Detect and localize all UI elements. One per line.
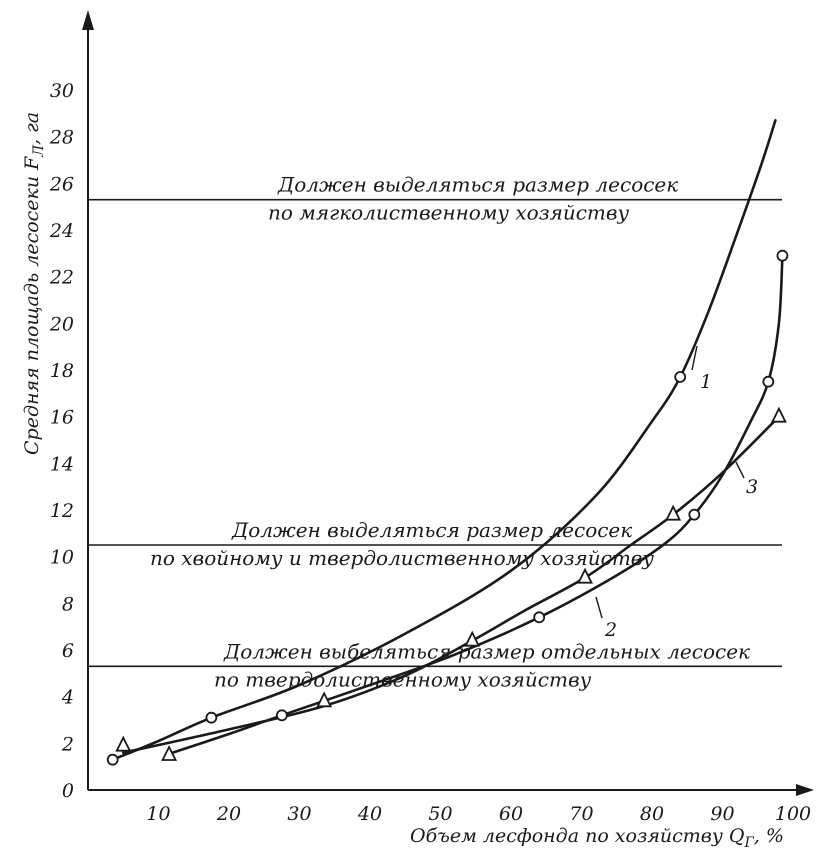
reference-label-line1: Должен выделяться размер лесосек [277, 173, 678, 197]
y-tick-label: 24 [49, 220, 74, 242]
x-tick-label: 90 [710, 803, 734, 825]
series-curve-2 [164, 254, 784, 757]
data-point-triangle [316, 691, 333, 708]
y-tick-label: 30 [50, 80, 74, 102]
reference-label-line2: по мягколиственному хозяйству [268, 201, 630, 225]
series-labels: 1 2 3 [595, 345, 758, 641]
y-tick-label: 12 [50, 500, 74, 522]
data-point-circle [776, 249, 789, 262]
data-point-circle [106, 753, 119, 766]
x-tick-label: 80 [640, 803, 664, 825]
data-point-circle [533, 611, 546, 624]
series-curve-3 [121, 415, 781, 754]
x-tick-label: 30 [287, 803, 311, 825]
x-tick-label: 70 [569, 803, 593, 825]
series-label: 2 [604, 619, 617, 641]
y-axis-title: Средняя площадь лесосеки FЛ, га [21, 112, 47, 455]
series-label-leader [595, 596, 603, 619]
y-tick-label: 10 [50, 547, 74, 569]
data-point-circle [688, 508, 701, 521]
series-curve-1 [111, 119, 777, 761]
reference-label-line2: по хвойному и твердолиственному хозяйств… [150, 546, 654, 570]
reference-label-line2: по твердолиственному хозяйству [214, 667, 592, 691]
data-point-triangle [770, 406, 787, 423]
data-point-triangle [464, 630, 481, 647]
x-tick-label: 50 [428, 803, 452, 825]
reference-label-line1: Должен выделяться размер лесосек [231, 518, 632, 542]
series-markers [106, 249, 789, 766]
x-tick-label: 100 [775, 803, 811, 825]
y-tick-label: 0 [62, 780, 74, 802]
y-tick-label: 28 [49, 127, 74, 149]
data-point-triangle [161, 744, 178, 761]
series-label: 1 [700, 371, 712, 393]
data-point-circle [762, 375, 775, 388]
x-tick-label: 40 [357, 803, 382, 825]
x-tick-label: 60 [499, 803, 523, 825]
y-tick-label: 8 [62, 593, 74, 615]
reference-label-line1: Должен выбеляться размер отдельных лесос… [223, 639, 750, 663]
x-axis-arrow [796, 784, 814, 796]
series-label: 3 [746, 476, 758, 498]
y-tick-label: 22 [49, 267, 74, 289]
data-point-circle [674, 371, 687, 383]
y-axis-arrow [82, 10, 94, 30]
x-tick-label: 10 [146, 803, 170, 825]
y-tick-label: 6 [62, 640, 74, 662]
data-point-circle [205, 711, 218, 724]
y-tick-label: 2 [61, 733, 74, 755]
y-tick-label: 16 [50, 407, 74, 429]
y-tick-label: 26 [49, 173, 74, 195]
x-tick-labels: 10 20 30 40 50 60 70 80 90 100 [146, 803, 811, 825]
series-label-leader [691, 345, 698, 371]
x-tick-label: 20 [216, 803, 241, 825]
data-point-circle [275, 709, 288, 722]
y-tick-label: 18 [50, 360, 74, 382]
data-point-triangle [665, 504, 682, 521]
x-axis-title: Объем лесфонда по хозяйству QГ, % [410, 825, 784, 851]
series-curves [111, 119, 784, 761]
reference-lines: Должен выделяться размер лесосек по мягко… [88, 173, 782, 691]
data-point-triangle [115, 735, 132, 752]
y-tick-label: 14 [50, 453, 74, 475]
y-tick-label: 4 [61, 687, 74, 709]
y-tick-label: 20 [49, 313, 74, 335]
data-point-triangle [577, 567, 593, 584]
series-label-leader [735, 461, 745, 479]
